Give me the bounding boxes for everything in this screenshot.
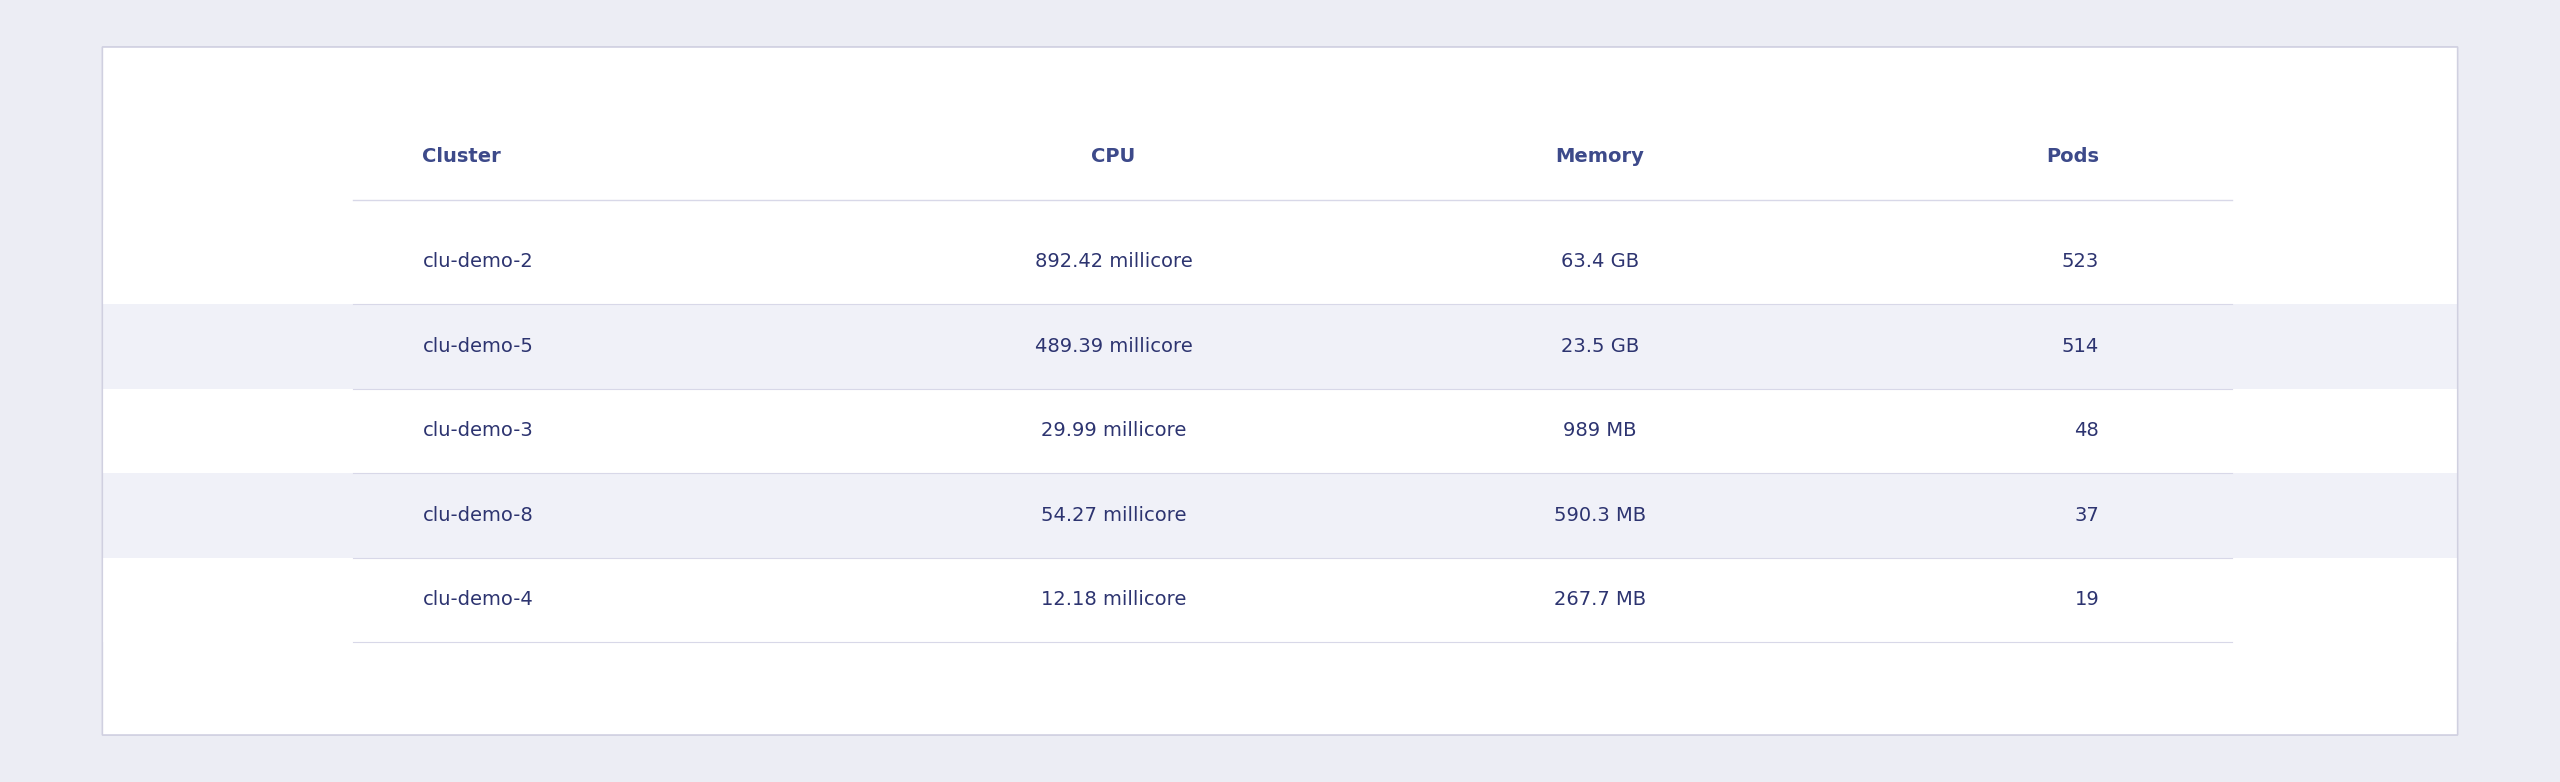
Text: Pods: Pods [2045,147,2099,166]
FancyBboxPatch shape [102,47,2458,735]
Text: 23.5 GB: 23.5 GB [1562,337,1638,356]
Text: 267.7 MB: 267.7 MB [1554,590,1646,609]
Text: 489.39 millicore: 489.39 millicore [1034,337,1193,356]
Bar [102,304,2458,389]
Bar [102,220,2458,304]
Text: clu-demo-5: clu-demo-5 [422,337,532,356]
Text: clu-demo-2: clu-demo-2 [422,253,532,271]
Text: CPU: CPU [1091,147,1137,166]
Bar [102,389,2458,473]
Text: 63.4 GB: 63.4 GB [1562,253,1638,271]
Text: 590.3 MB: 590.3 MB [1554,506,1646,525]
Bar [102,558,2458,642]
Text: Cluster: Cluster [422,147,502,166]
Text: 54.27 millicore: 54.27 millicore [1042,506,1185,525]
Text: 37: 37 [2074,506,2099,525]
Text: 523: 523 [2061,253,2099,271]
Text: 892.42 millicore: 892.42 millicore [1034,253,1193,271]
Text: 29.99 millicore: 29.99 millicore [1042,421,1185,440]
Text: Memory: Memory [1556,147,1644,166]
Text: 48: 48 [2074,421,2099,440]
Text: clu-demo-8: clu-demo-8 [422,506,532,525]
Text: clu-demo-3: clu-demo-3 [422,421,532,440]
Text: 989 MB: 989 MB [1564,421,1636,440]
Bar [102,473,2458,558]
Text: clu-demo-4: clu-demo-4 [422,590,532,609]
Text: 514: 514 [2061,337,2099,356]
Text: 19: 19 [2074,590,2099,609]
Text: 12.18 millicore: 12.18 millicore [1042,590,1185,609]
